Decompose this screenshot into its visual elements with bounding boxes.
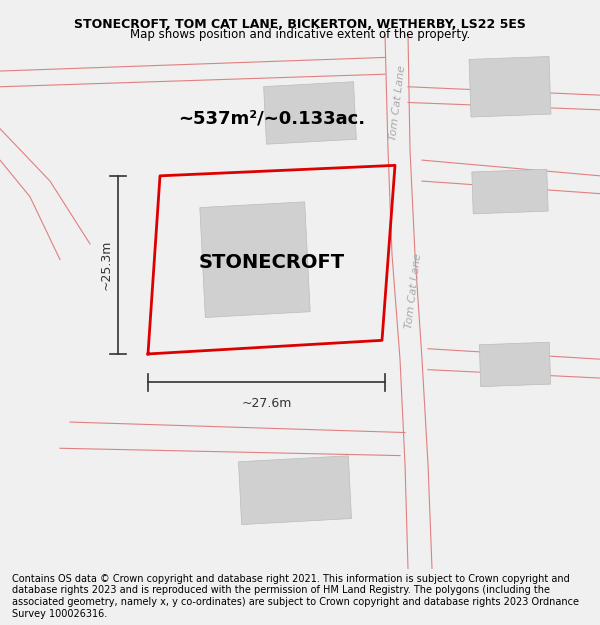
Polygon shape	[469, 56, 551, 117]
Polygon shape	[479, 342, 551, 387]
Text: ~25.3m: ~25.3m	[100, 240, 113, 290]
Text: Contains OS data © Crown copyright and database right 2021. This information is : Contains OS data © Crown copyright and d…	[12, 574, 579, 619]
Polygon shape	[239, 456, 352, 524]
Text: Tom Cat Lane: Tom Cat Lane	[404, 253, 424, 329]
Text: STONECROFT: STONECROFT	[199, 253, 345, 272]
Polygon shape	[472, 169, 548, 214]
Text: ~537m²/~0.133ac.: ~537m²/~0.133ac.	[178, 109, 365, 128]
Text: ~27.6m: ~27.6m	[242, 397, 292, 410]
Polygon shape	[263, 82, 356, 144]
Text: STONECROFT, TOM CAT LANE, BICKERTON, WETHERBY, LS22 5ES: STONECROFT, TOM CAT LANE, BICKERTON, WET…	[74, 18, 526, 31]
Text: Tom Cat Lane: Tom Cat Lane	[388, 64, 407, 141]
Polygon shape	[200, 202, 310, 318]
Text: Map shows position and indicative extent of the property.: Map shows position and indicative extent…	[130, 28, 470, 41]
